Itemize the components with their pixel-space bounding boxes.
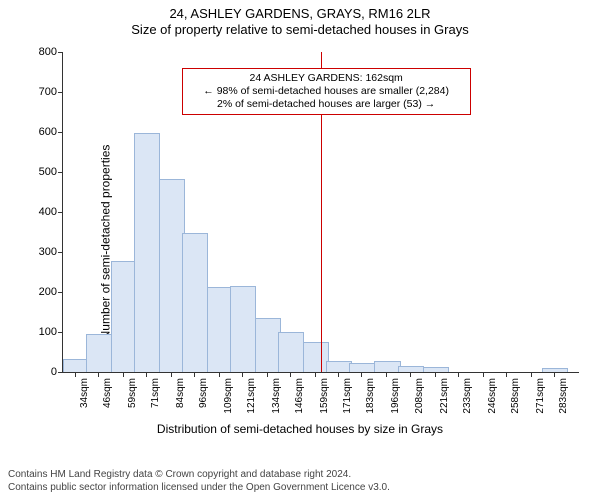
y-tick-mark [58,172,63,173]
histogram-bar [349,363,375,372]
x-tick-mark [435,372,436,377]
x-tick-label: 109sqm [223,378,234,414]
y-tick-mark [58,212,63,213]
y-tick-mark [58,252,63,253]
x-tick-mark [483,372,484,377]
plot-area: 010020030040050060070080034sqm46sqm59sqm… [62,52,579,373]
chart-title: Size of property relative to semi-detach… [0,22,600,38]
histogram-bar [230,286,256,372]
x-tick-label: 96sqm [198,378,209,408]
footer: Contains HM Land Registry data © Crown c… [8,469,390,494]
x-tick-label: 233sqm [462,378,473,414]
y-tick-mark [58,52,63,53]
annotation-line: 2% of semi-detached houses are larger (5… [189,98,464,111]
x-tick-label: 221sqm [439,378,450,414]
x-tick-mark [361,372,362,377]
x-tick-label: 84sqm [175,378,186,408]
annotation-box: 24 ASHLEY GARDENS: 162sqm← 98% of semi-d… [182,68,471,115]
x-tick-label: 271sqm [535,378,546,414]
x-tick-label: 46sqm [102,378,113,408]
x-tick-mark [506,372,507,377]
x-tick-label: 34sqm [79,378,90,408]
x-tick-mark [410,372,411,377]
x-tick-mark [98,372,99,377]
x-tick-mark [386,372,387,377]
x-tick-mark [315,372,316,377]
x-tick-label: 283sqm [558,378,569,414]
histogram-bar [134,133,160,372]
x-tick-mark [458,372,459,377]
x-tick-label: 258sqm [510,378,521,414]
x-tick-label: 146sqm [294,378,305,414]
x-tick-label: 159sqm [319,378,330,414]
x-tick-mark [219,372,220,377]
y-tick-mark [58,92,63,93]
x-tick-label: 59sqm [127,378,138,408]
title-block: 24, ASHLEY GARDENS, GRAYS, RM16 2LR Size… [0,0,600,39]
x-tick-label: 134sqm [271,378,282,414]
x-tick-label: 171sqm [342,378,353,414]
x-tick-label: 246sqm [487,378,498,414]
x-tick-mark [267,372,268,377]
histogram-bar [182,233,208,372]
histogram-bar [278,332,304,372]
x-axis-label: Distribution of semi-detached houses by … [0,422,600,436]
annotation-line: 24 ASHLEY GARDENS: 162sqm [189,72,464,85]
x-tick-label: 196sqm [390,378,401,414]
address-line: 24, ASHLEY GARDENS, GRAYS, RM16 2LR [0,6,600,22]
x-tick-mark [146,372,147,377]
x-tick-label: 121sqm [246,378,257,414]
footer-line-2: Contains public sector information licen… [8,482,390,495]
annotation-line: ← 98% of semi-detached houses are smalle… [189,85,464,98]
y-tick-mark [58,292,63,293]
chart-container: 24, ASHLEY GARDENS, GRAYS, RM16 2LR Size… [0,0,600,500]
y-tick-mark [58,332,63,333]
chart-area: Number of semi-detached properties 01002… [0,44,600,440]
x-tick-label: 183sqm [365,378,376,414]
footer-line-1: Contains HM Land Registry data © Crown c… [8,469,390,482]
y-tick-mark [58,132,63,133]
histogram-bar [86,334,112,372]
x-tick-mark [75,372,76,377]
x-tick-mark [242,372,243,377]
x-tick-mark [194,372,195,377]
x-tick-mark [171,372,172,377]
x-tick-label: 71sqm [150,378,161,408]
x-tick-label: 208sqm [414,378,425,414]
x-tick-mark [531,372,532,377]
x-tick-mark [338,372,339,377]
x-tick-mark [290,372,291,377]
x-tick-mark [554,372,555,377]
x-tick-mark [123,372,124,377]
y-tick-mark [58,372,63,373]
